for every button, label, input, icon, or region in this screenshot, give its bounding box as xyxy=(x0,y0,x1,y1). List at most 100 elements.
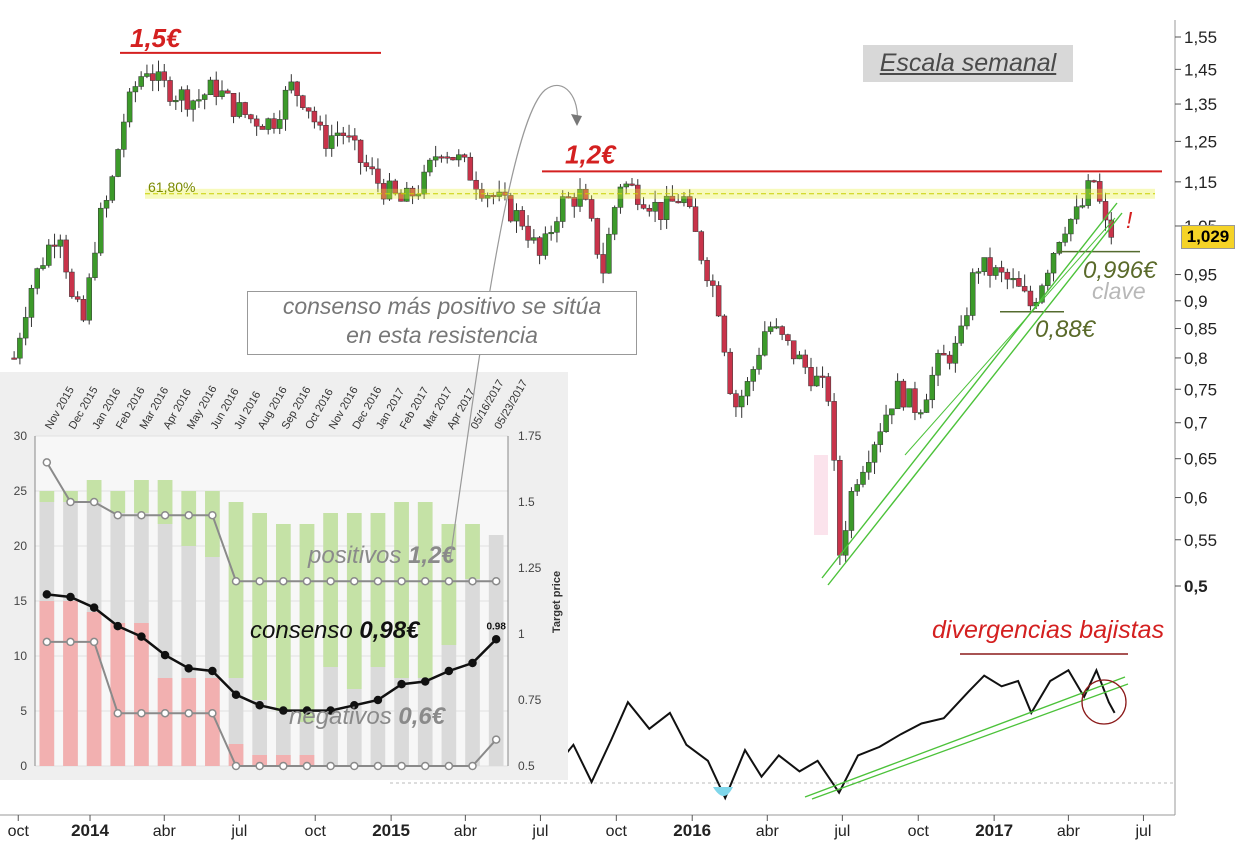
candle-body xyxy=(946,354,953,364)
resistance-label-1-5: 1,5€ xyxy=(130,23,182,53)
candle-body xyxy=(450,157,456,161)
x-tick-label: oct xyxy=(305,823,327,840)
series-point-positivos xyxy=(137,510,146,520)
bar-total xyxy=(465,524,480,766)
candle-body xyxy=(22,317,29,339)
x-tick-label: jul xyxy=(833,823,850,840)
left-tick-label: 0 xyxy=(20,759,27,773)
candle-body xyxy=(115,149,121,177)
series-point-negativos xyxy=(184,708,193,718)
series-point-negativos xyxy=(208,708,217,718)
series-point-consenso xyxy=(137,632,146,641)
candle-body xyxy=(808,367,814,387)
bar-negative xyxy=(275,755,291,766)
series-point-positivos xyxy=(184,510,193,520)
series-point-consenso xyxy=(66,592,75,602)
candle-body xyxy=(219,90,225,97)
y-tick-label: 1,45 xyxy=(1184,60,1217,79)
left-tick-label: 5 xyxy=(20,704,27,718)
trendline-secondary xyxy=(904,217,1116,456)
candle-body xyxy=(109,176,116,201)
candle-body xyxy=(692,206,699,232)
series-point-negativos xyxy=(137,708,146,718)
y-tick-label: 0,75 xyxy=(1184,380,1217,399)
bar-positive xyxy=(63,491,78,502)
series-point-negativos xyxy=(231,761,241,771)
candle-body xyxy=(444,156,450,159)
bar-positive xyxy=(394,502,409,678)
x-tick-label: jul xyxy=(1134,823,1151,840)
bar-negative xyxy=(228,744,244,766)
series-point-consenso xyxy=(491,635,501,644)
candle-body xyxy=(346,135,352,138)
timeframe-label: Escala semanal xyxy=(863,45,1073,82)
series-point-positivos xyxy=(302,576,312,586)
series-point-positivos xyxy=(66,497,75,507)
candle-body xyxy=(92,252,98,278)
bar-negative xyxy=(252,755,268,766)
support-label-0-88: 0,88€ xyxy=(1035,316,1097,343)
candle-body xyxy=(993,267,999,276)
bar-negative xyxy=(110,623,126,766)
candle-body xyxy=(848,491,855,531)
candle-body xyxy=(513,210,520,222)
resistance-label-1-2: 1,2€ xyxy=(565,139,617,169)
bar-positive xyxy=(39,491,55,502)
x-tick-label: oct xyxy=(908,823,930,840)
candle-body xyxy=(825,376,832,402)
candle-body xyxy=(519,210,526,227)
candle-body xyxy=(629,183,635,186)
x-tick-label: jul xyxy=(531,823,548,840)
candle-body xyxy=(536,237,543,256)
series-point-negativos xyxy=(373,761,383,771)
candle-body xyxy=(1004,271,1011,280)
last-value-label: 0.98 xyxy=(486,621,506,632)
candle-body xyxy=(178,89,185,101)
candle-body xyxy=(386,180,393,200)
candle-body xyxy=(173,100,179,103)
x-tick-label: abr xyxy=(1057,823,1081,840)
candle-body xyxy=(1096,181,1103,202)
candle-body xyxy=(779,326,785,335)
candle-body xyxy=(652,201,658,212)
candle-body xyxy=(34,268,40,289)
right-tick-label: 1.25 xyxy=(518,561,542,575)
candle-body xyxy=(594,218,601,255)
bar-positive xyxy=(323,513,338,667)
candle-body xyxy=(190,100,196,110)
series-point-negativos xyxy=(491,735,501,744)
bar-negative xyxy=(205,678,220,766)
candle-body xyxy=(149,73,156,81)
candle-body xyxy=(987,257,993,276)
series-point-positivos xyxy=(444,576,454,586)
candle-body xyxy=(721,315,728,353)
candle-body xyxy=(941,353,947,356)
series-point-positivos xyxy=(420,576,430,586)
series-point-negativos xyxy=(444,761,454,771)
right-tick-label: 1 xyxy=(518,627,525,641)
candle-body xyxy=(28,288,35,318)
candle-body xyxy=(1073,206,1080,220)
bar-negative xyxy=(134,623,149,766)
candle-body xyxy=(57,239,64,247)
candle-body xyxy=(46,244,52,266)
candle-body xyxy=(733,393,739,408)
candle-body xyxy=(831,401,837,461)
bar-negative xyxy=(86,612,102,766)
bar-positive xyxy=(465,524,480,579)
candle-body xyxy=(1045,272,1051,286)
left-tick-label: 25 xyxy=(14,484,28,498)
candle-body xyxy=(952,342,959,364)
trendline-main-2 xyxy=(827,212,1123,586)
candle-body xyxy=(698,231,705,261)
indicator-low-highlight xyxy=(713,787,733,796)
candle-body xyxy=(738,395,745,408)
low-highlight xyxy=(814,455,828,535)
candle-body xyxy=(1091,180,1097,183)
candle-body xyxy=(456,154,462,161)
candle-body xyxy=(1085,180,1091,206)
y-tick-label: 0,95 xyxy=(1184,266,1217,285)
candle-body xyxy=(681,196,687,204)
consensus-note: consenso más positivo se sitúa en esta r… xyxy=(247,291,637,355)
